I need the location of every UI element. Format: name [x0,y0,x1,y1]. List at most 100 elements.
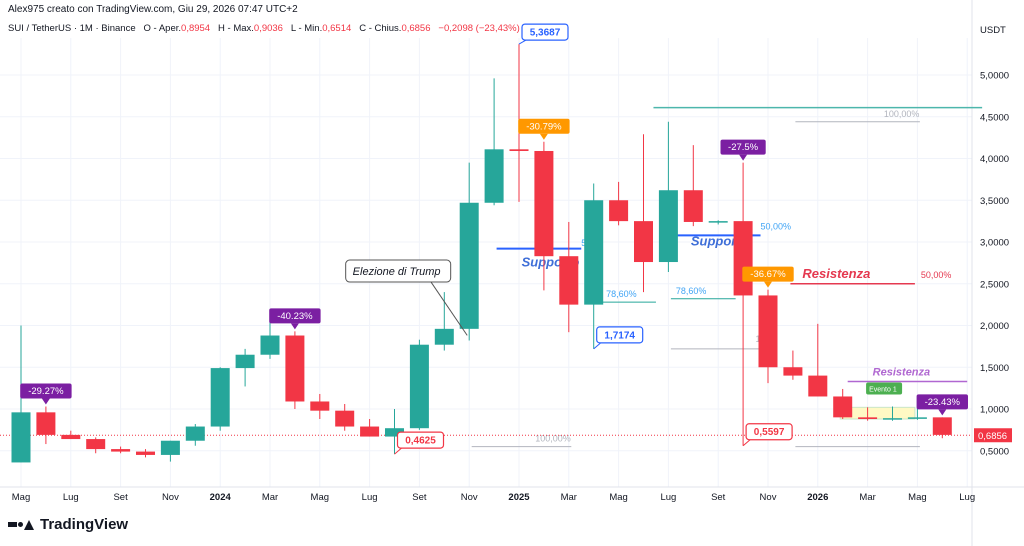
candle-body [111,449,131,452]
candle [285,331,305,409]
low-label: L - Min. [290,23,323,34]
symbol-label: SUI / TetherUS · 1M · Binance [8,23,136,34]
candle-body [385,428,404,437]
candle [708,220,728,225]
candle-body [310,401,330,411]
percent-tag-pointer [938,409,947,416]
candle-body [783,367,803,376]
candle [534,141,554,291]
percent-tag [916,394,968,410]
candle [335,403,355,431]
candle [360,419,380,437]
x-tick-label: 2026 [807,492,828,503]
price-tag-pointer [518,39,527,45]
fib-level-label: 78,60% [606,289,637,299]
high-label: H - Max. [218,23,254,34]
candle [86,437,106,454]
event-marker [866,382,903,395]
candle-body [86,439,106,450]
percent-tag-label: -23.43% [925,397,961,408]
x-tick-label: 2024 [210,492,232,503]
percent-tag-pointer [290,323,299,330]
candle [484,78,504,206]
change-value: −0,2098 (−23,43%) [438,23,520,34]
candle-body [260,335,280,355]
candle-body [36,412,56,435]
percent-tag [742,266,794,282]
candle-body [758,295,778,368]
candle-body [61,434,81,440]
low-value: 0,6514 [322,23,352,34]
candle-body [609,200,629,222]
annotation-box [345,259,452,283]
candle-body [11,412,31,463]
price-tag-pointer [593,342,602,350]
candle-body [360,426,380,437]
x-tick-label: 2025 [508,492,530,503]
x-tick-label: Lug [959,492,975,503]
open-label: O - Aper. [143,23,182,34]
x-tick-label: Mag [908,492,926,503]
percent-tag-label: -36.67% [750,269,786,280]
candle-body [434,328,454,345]
candle [758,289,778,384]
candle-body [708,221,728,223]
tradingview-logo[interactable]: TradingView [8,516,128,533]
candle-body [210,368,230,427]
y-tick-label: 1,0000 [980,405,1009,416]
price-tag-label: 1,7174 [604,330,635,341]
x-tick-label: Mar [561,492,577,503]
candle [808,323,828,397]
candle [658,121,678,273]
x-tick-label: Nov [760,492,777,503]
x-tick-label: Mag [311,492,329,503]
fib-level-label: 100,00% [535,434,571,444]
annotation-label: Elezione di Trump [353,266,441,278]
x-tick-label: Lug [660,492,676,503]
candle [111,446,131,454]
candle [385,409,404,455]
candle-body [932,417,952,435]
y-tick-label: 3,5000 [980,196,1009,207]
percent-tag [269,308,321,324]
x-tick-label: Set [113,492,128,503]
candle [409,339,429,430]
candle-body [858,417,878,420]
candle [559,221,579,333]
x-tick-label: Lug [63,492,79,503]
resistance-label: Resistenza [802,266,870,281]
tradingview-logo-icon [8,519,34,530]
percent-tag-pointer [764,281,772,288]
high-value: 0,9036 [253,23,283,34]
candle-body [584,200,604,305]
candle-body [459,202,479,329]
percent-tag-label: -27.5% [728,142,759,153]
candle-body [808,375,828,397]
percent-tag [20,383,72,399]
candle [883,406,902,421]
close-label: C - Chius. [359,23,402,34]
x-tick-label: Mar [859,492,875,503]
fib-level-label: 50,00% [921,270,952,280]
candle-body [335,410,355,427]
x-tick-label: Mag [12,492,30,503]
close-value: 0,6856 [401,23,431,34]
y-tick-label: 0,5000 [980,446,1009,457]
ohlc-legend: SUI / TetherUS · 1M · Binance O - Aper. 0… [8,23,520,34]
candle-body [883,418,902,420]
candle-body [658,190,678,263]
x-tick-label: Nov [162,492,179,503]
candle-body [559,256,579,305]
candle [683,145,703,227]
candle [609,181,629,226]
x-tick-label: Lug [362,492,378,503]
candle [310,393,330,420]
event-label: Evento 1 [869,386,897,393]
fib-level-label: 78,60% [676,286,707,296]
current-price-label: 0,6856 [978,431,1007,442]
x-tick-label: Mar [262,492,278,503]
candle [858,407,878,421]
percent-tag-pointer [539,133,548,140]
percent-tag-label: -30.79% [526,121,562,132]
